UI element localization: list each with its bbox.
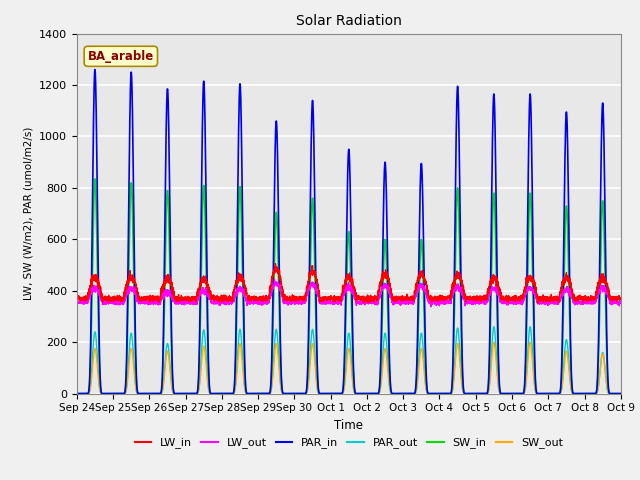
Text: BA_arable: BA_arable xyxy=(88,50,154,63)
Legend: LW_in, LW_out, PAR_in, PAR_out, SW_in, SW_out: LW_in, LW_out, PAR_in, PAR_out, SW_in, S… xyxy=(130,433,568,453)
Title: Solar Radiation: Solar Radiation xyxy=(296,14,402,28)
Y-axis label: LW, SW (W/m2), PAR (umol/m2/s): LW, SW (W/m2), PAR (umol/m2/s) xyxy=(24,127,33,300)
X-axis label: Time: Time xyxy=(334,419,364,432)
